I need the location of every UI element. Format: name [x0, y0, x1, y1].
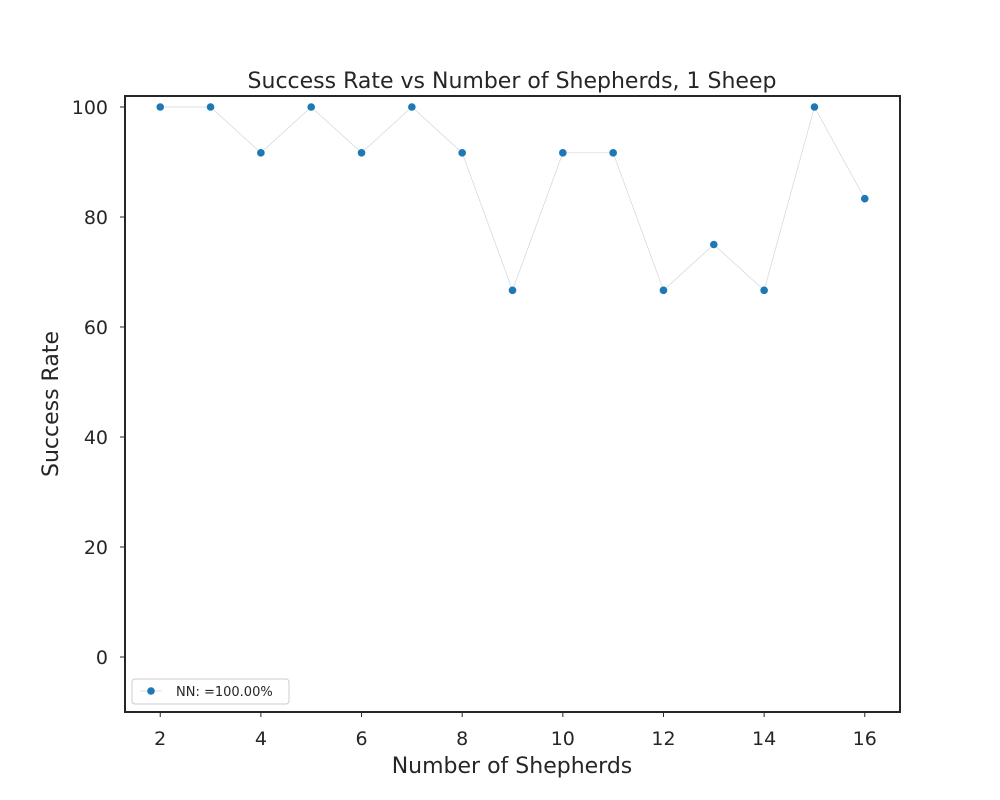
plot-frame: [124, 95, 901, 713]
data-point: [307, 103, 316, 111]
data-point: [508, 286, 517, 295]
data-point: [810, 103, 819, 111]
data-point: [408, 103, 416, 111]
plot-area: 2 4 6 8 10 12 14 16 0 20 40 60 80 100: [72, 95, 901, 750]
data-point: [659, 286, 668, 295]
legend-box: [131, 678, 290, 705]
y-tick-label: 20: [84, 537, 108, 559]
data-point: [206, 103, 215, 111]
x-tick-label: 14: [752, 728, 776, 750]
data-point: [760, 286, 768, 295]
y-tick-label: 40: [84, 427, 108, 449]
x-tick-label: 16: [853, 728, 877, 750]
data-point: [609, 149, 617, 157]
chart-title: Success Rate vs Number of Shepherds, 1 S…: [248, 69, 777, 94]
data-point: [709, 240, 718, 249]
y-tick-label: 100: [72, 97, 108, 119]
data-point: [860, 194, 869, 203]
x-tick-label: 8: [456, 728, 468, 750]
data-point: [559, 149, 567, 157]
x-axis-label: Number of Shepherds: [392, 754, 633, 779]
series-line: [160, 106, 866, 292]
y-axis-label: Success Rate: [39, 331, 64, 477]
x-tick-label: 2: [154, 728, 166, 750]
x-tick-label: 10: [551, 728, 575, 750]
y-tick-label: 80: [84, 207, 108, 229]
x-tick-label: 6: [355, 728, 367, 750]
data-point: [458, 149, 466, 157]
legend-label: NN: =100.00%: [176, 685, 273, 700]
y-tick-label: 0: [96, 647, 108, 669]
legend-marker-icon: [147, 687, 155, 695]
data-point: [357, 149, 366, 157]
legend: NN: =100.00%: [131, 678, 290, 705]
x-tick-label: 4: [255, 728, 267, 750]
y-tick-label: 60: [84, 317, 108, 339]
data-point: [156, 103, 165, 111]
x-tick-label: 12: [651, 728, 675, 750]
data-point: [257, 149, 265, 157]
